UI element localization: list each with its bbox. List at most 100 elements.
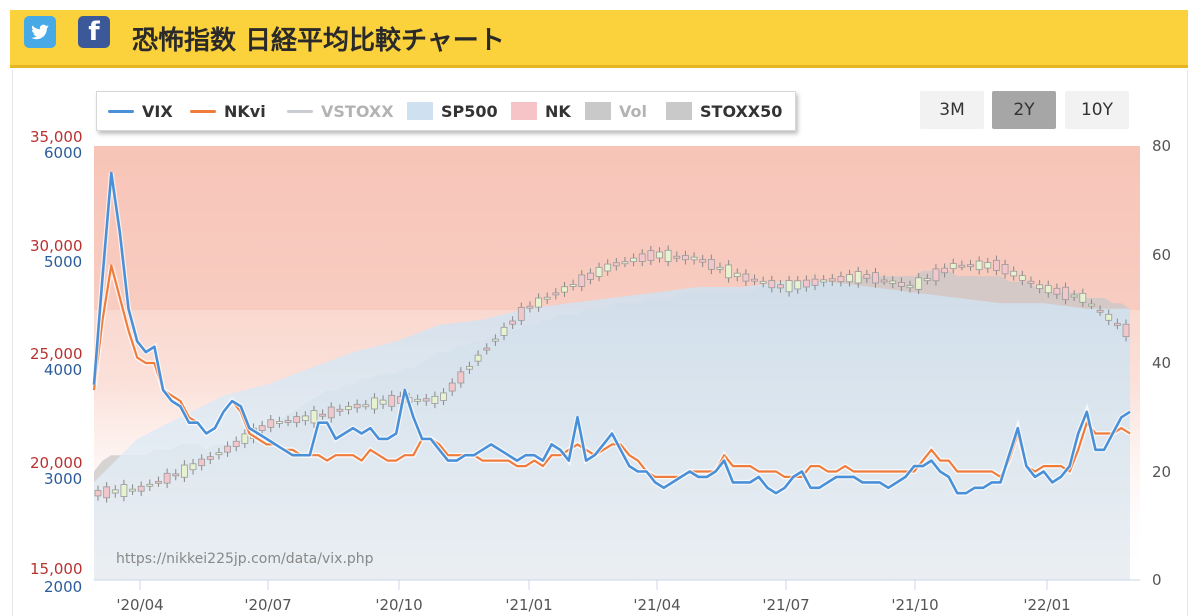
nk-candle (94, 490, 102, 497)
nk-candle (1070, 294, 1078, 298)
legend-item-sp500[interactable]: SP500 (407, 91, 498, 131)
nk-candle (258, 425, 266, 431)
nk-candle (362, 404, 370, 408)
nk-candle (993, 259, 1000, 271)
nk-candle (664, 249, 672, 262)
legend-label: Vol (619, 101, 647, 121)
legend-swatch (407, 102, 433, 120)
page-title: 恐怖指数 日経平均比較チャート (132, 26, 505, 56)
nk-candle (915, 277, 923, 290)
y-tick-nk: 20,000 (30, 453, 83, 472)
nk-candle (638, 253, 646, 262)
nk-candle (1105, 313, 1113, 321)
legend-label: NK (545, 101, 571, 121)
y-tick-vix: 0 (1152, 571, 1162, 589)
legend-item-nk[interactable]: NK (511, 91, 571, 131)
nk-candle (206, 456, 214, 460)
nk-candle (120, 484, 128, 497)
x-tick-label: '22/01 (1023, 596, 1071, 614)
nk-candle (630, 257, 637, 263)
nk-candle (932, 268, 940, 282)
nk-candle (561, 286, 568, 293)
nk-candle (111, 489, 119, 494)
legend-item-nkvi[interactable]: NKvi (190, 91, 266, 131)
nk-candle (232, 440, 240, 447)
nk-candle (172, 473, 180, 477)
nk-candle (690, 256, 698, 261)
nk-candle (276, 421, 283, 424)
nk-candle (923, 278, 931, 282)
nk-candle (241, 433, 249, 444)
legend-item-vix[interactable]: VIX (108, 91, 173, 131)
nk-candle (742, 273, 750, 282)
legend-label: STOXX50 (700, 101, 783, 121)
y-tick-sp500: 5000 (44, 252, 83, 271)
twitter-share-button[interactable] (24, 16, 56, 48)
source-url: https://nikkei225jp.com/data/vix.php (116, 551, 374, 567)
nk-candle (941, 267, 948, 274)
nk-candle (1113, 322, 1121, 326)
nk-candle (422, 398, 430, 402)
nk-candle (180, 464, 188, 478)
nk-candle (474, 354, 482, 362)
nk-candle (725, 264, 733, 279)
nk-candle (777, 284, 784, 289)
nk-candle (759, 280, 767, 284)
range-button-2y[interactable]: 2Y (992, 91, 1056, 129)
nk-candle (129, 488, 136, 492)
nk-candle (146, 483, 154, 487)
nk-candle (1122, 323, 1130, 338)
legend-swatch (190, 109, 216, 113)
facebook-share-button[interactable]: f (78, 16, 110, 48)
nk-candle (163, 472, 171, 484)
range-button-10y[interactable]: 10Y (1065, 91, 1129, 129)
nk-candle (1036, 284, 1044, 289)
nk-candle (612, 262, 620, 267)
nk-candle (768, 280, 776, 289)
nk-candle (431, 395, 439, 404)
nk-candle (466, 366, 473, 370)
nk-candle (802, 279, 810, 288)
legend-item-stoxx50[interactable]: STOXX50 (666, 91, 782, 131)
nk-candle (889, 280, 897, 284)
legend-item-vol[interactable]: Vol (585, 91, 647, 131)
range-button-3m[interactable]: 3M (920, 91, 984, 129)
nk-candle (293, 416, 301, 423)
nk-candle (353, 403, 361, 409)
x-tick-label: '20/07 (244, 596, 292, 614)
x-tick-label: '21/01 (505, 596, 553, 614)
nk-candle (379, 399, 387, 405)
nk-candle (103, 486, 111, 499)
nk-candle (595, 266, 603, 277)
nk-candle (906, 285, 914, 289)
legend-swatch (585, 102, 611, 120)
nk-candle (872, 272, 879, 284)
nk-candle (656, 251, 663, 259)
nk-candle (967, 264, 974, 268)
nk-candle (863, 274, 871, 279)
legend-label: SP500 (441, 101, 498, 121)
nk-candle (137, 485, 145, 492)
y-tick-sp500: 4000 (44, 361, 83, 379)
nk-candle (837, 276, 845, 283)
nk-candle (621, 261, 629, 265)
nk-candle (647, 250, 655, 261)
x-tick-label: '21/10 (891, 596, 939, 614)
y-tick-nk: 15,000 (30, 560, 83, 578)
nk-candle (189, 463, 197, 471)
nk-candle (1062, 286, 1069, 301)
nk-candle (483, 347, 491, 351)
y-tick-vix: 60 (1152, 245, 1172, 264)
nk-candle (457, 371, 465, 384)
nk-candle (854, 271, 862, 284)
nk-candle (535, 297, 542, 308)
nk-candle (440, 392, 447, 401)
nk-candle (569, 284, 577, 287)
nk-candle (673, 255, 681, 259)
nk-candle (388, 394, 396, 407)
nk-candle (517, 306, 525, 321)
nk-candle (336, 408, 344, 412)
legend-item-vstoxx[interactable]: VSTOXX (287, 91, 394, 131)
nk-candle (500, 326, 508, 336)
x-tick-label: '20/04 (116, 596, 164, 614)
